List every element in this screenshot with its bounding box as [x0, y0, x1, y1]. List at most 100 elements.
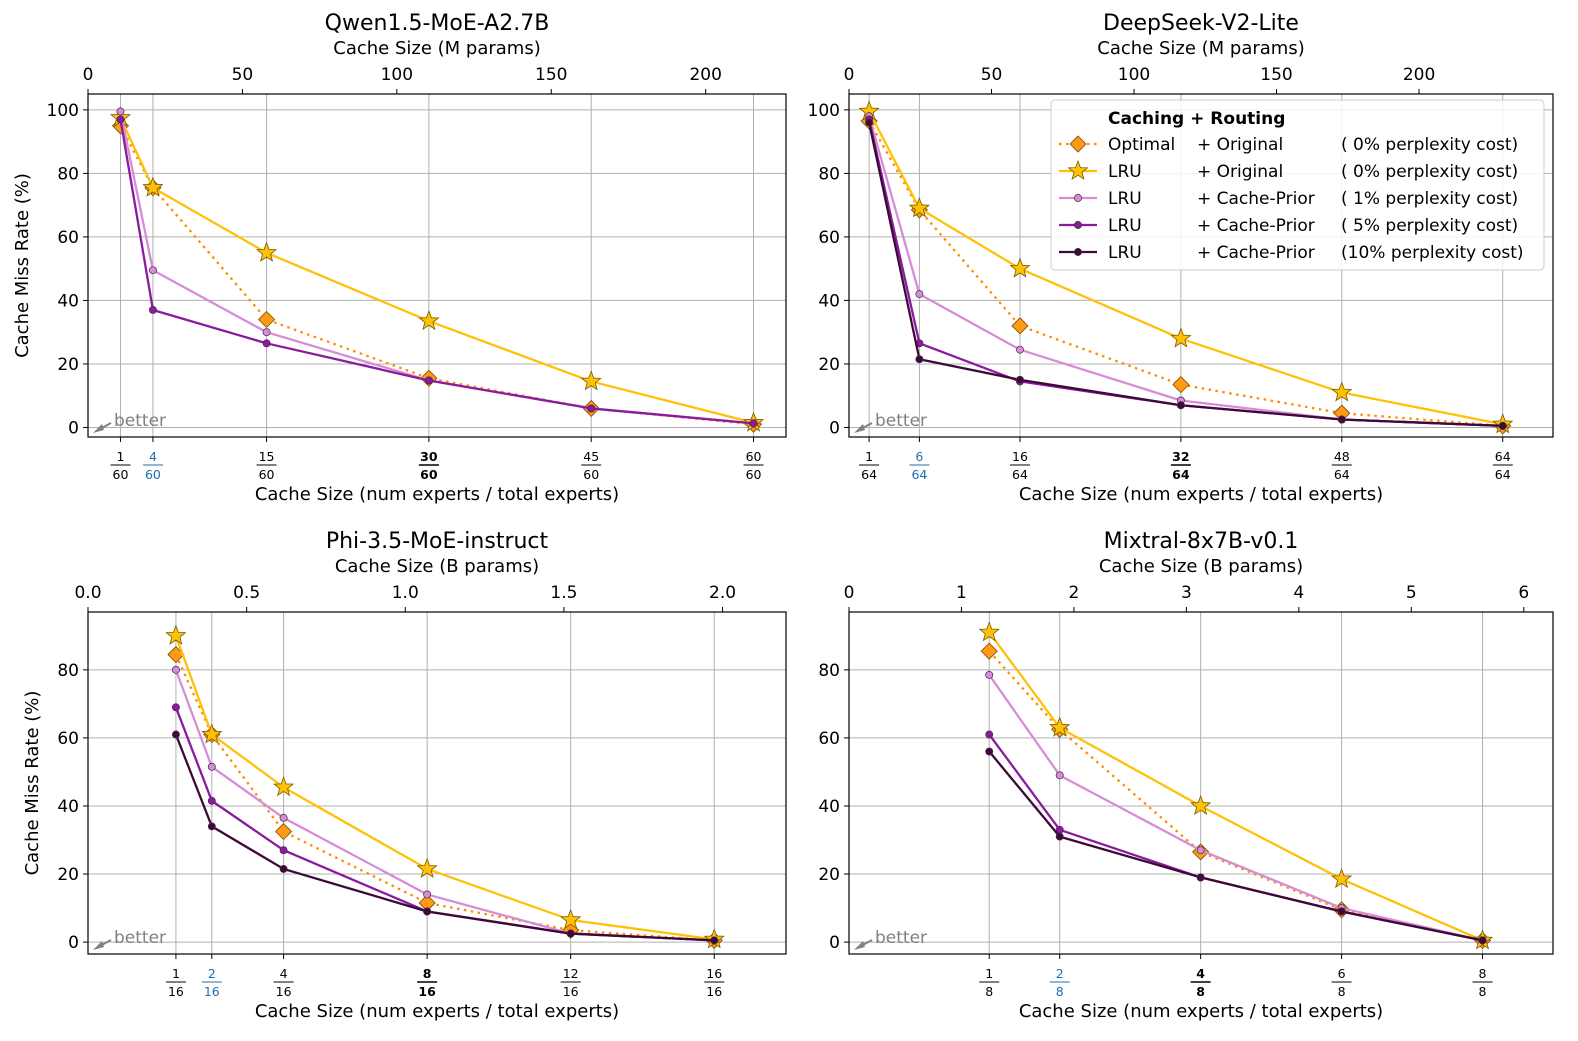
x-tick-denominator: 60 [113, 467, 129, 482]
top-x-tick-label: 0.5 [233, 583, 260, 603]
top-x-tick-label: 1.0 [392, 583, 419, 603]
x-tick-denominator: 60 [145, 467, 161, 482]
y-tick-label: 40 [57, 291, 79, 311]
legend-caching-label: Optimal [1108, 135, 1175, 155]
series-line-cp10 [867, 122, 1503, 428]
data-point-lru [580, 370, 602, 391]
y-tick-label: 80 [818, 661, 840, 681]
top-x-tick-label: 3 [1181, 583, 1192, 603]
data-point-cp10 [566, 929, 575, 938]
x-tick-numerator: 12 [563, 966, 579, 981]
x-tick-numerator: 48 [1334, 449, 1350, 464]
series-line-cp5 [119, 119, 754, 425]
data-point-cp10 [1498, 421, 1507, 430]
chart-title: Qwen1.5-MoE-A2.7B [325, 11, 550, 36]
x-tick-denominator: 64 [861, 467, 877, 482]
data-point-lru [1330, 867, 1353, 889]
top-x-tick-label: 2.0 [709, 583, 736, 603]
data-point-optimal [275, 822, 293, 841]
top-x-axis-label: Cache Size (B params) [1099, 556, 1303, 577]
data-point-cp5 [587, 404, 596, 413]
top-x-tick-label: 0 [844, 65, 855, 85]
x-tick-denominator: 16 [276, 984, 292, 999]
legend-cost-label: ( 1% perplexity cost) [1341, 189, 1518, 209]
data-point-optimal [1011, 317, 1029, 335]
x-tick-numerator: 1 [116, 449, 124, 464]
legend-caching-label: LRU [1108, 216, 1142, 236]
data-point-lru [416, 857, 438, 878]
data-point-lru [418, 309, 440, 331]
data-point-cp10 [279, 864, 288, 873]
legend-title: Caching + Routing [1108, 109, 1285, 129]
axes-frame [87, 611, 787, 955]
data-point-lru [201, 723, 223, 744]
y-axis-label: Cache Miss Rate (%) [12, 173, 33, 358]
data-point-cp1 [262, 328, 271, 337]
top-x-tick-label: 0.0 [74, 583, 101, 603]
data-point-cp10 [1055, 832, 1064, 841]
x-tick-numerator: 1 [172, 966, 180, 981]
data-point-cp5 [262, 339, 271, 348]
data-point-cp5 [985, 730, 994, 739]
data-point-cp5 [148, 306, 157, 314]
y-tick-label: 20 [57, 355, 79, 375]
data-point-cp10 [1176, 401, 1185, 410]
y-tick-label: 100 [47, 101, 79, 121]
better-label: better [114, 411, 166, 431]
better-arrow-head [93, 941, 104, 950]
legend-cost-label: ( 0% perplexity cost) [1341, 162, 1518, 182]
legend-caching-label: LRU [1108, 162, 1142, 182]
legend-routing-label: + Original [1197, 135, 1283, 155]
y-tick-label: 20 [818, 865, 840, 885]
x-tick-denominator: 8 [1338, 984, 1346, 999]
x-tick-numerator: 16 [706, 966, 722, 981]
series-line-cp1 [988, 674, 1483, 942]
y-tick-label: 20 [818, 355, 840, 375]
data-point-lru [1331, 381, 1353, 402]
series-line-lru [868, 110, 1503, 426]
series-line-cp10 [988, 750, 1483, 942]
data-point-cp10 [865, 118, 874, 127]
top-x-tick-label: 50 [232, 65, 254, 85]
x-tick-numerator: 30 [420, 449, 438, 464]
y-tick-label: 80 [818, 164, 840, 184]
x-tick-numerator: 6 [1338, 966, 1346, 981]
x-tick-denominator: 64 [1334, 467, 1350, 482]
better-arrow-head [854, 941, 865, 950]
top-x-tick-label: 100 [1118, 65, 1150, 85]
data-point-cp5 [424, 376, 433, 385]
y-tick-label: 40 [57, 797, 79, 817]
x-tick-numerator: 4 [149, 449, 157, 464]
top-x-tick-label: 150 [1260, 65, 1292, 85]
series-line-lru [119, 117, 754, 424]
data-point-cp10 [1016, 375, 1024, 384]
chart-panel-3: 0 20 40 60 80 1 16 2 16 4 16 8 16 12 16 16 16 0.0 0.5 1.0 1.… [22, 529, 787, 1022]
x-tick-denominator: 8 [985, 984, 993, 999]
data-point-cp10 [1478, 936, 1487, 945]
x-tick-numerator: 15 [259, 449, 275, 464]
data-point-cp10 [1337, 907, 1346, 916]
y-tick-label: 40 [818, 291, 840, 311]
data-point-lru [1170, 327, 1192, 348]
x-tick-numerator: 1 [985, 966, 993, 981]
x-tick-numerator: 2 [208, 966, 216, 981]
x-tick-denominator: 16 [418, 984, 436, 999]
series-line-optimal [988, 650, 1483, 942]
y-tick-label: 60 [57, 228, 79, 248]
data-point-lru [1009, 257, 1031, 278]
legend-routing-label: + Cache-Prior [1197, 189, 1315, 209]
x-axis-label: Cache Size (num experts / total experts) [1019, 484, 1383, 505]
y-tick-label: 60 [818, 729, 840, 749]
series-line-optimal [174, 654, 715, 942]
x-tick-numerator: 4 [280, 966, 288, 981]
legend-box [1050, 99, 1545, 271]
x-tick-denominator: 64 [911, 467, 927, 482]
x-tick-numerator: 8 [423, 966, 432, 981]
legend-marker-optimal [1069, 135, 1087, 153]
data-point-cp10 [915, 355, 924, 364]
legend-cost-label: ( 0% perplexity cost) [1341, 135, 1518, 155]
data-point-lru [1049, 716, 1071, 737]
x-tick-denominator: 16 [204, 984, 220, 999]
x-tick-denominator: 64 [1172, 467, 1190, 482]
